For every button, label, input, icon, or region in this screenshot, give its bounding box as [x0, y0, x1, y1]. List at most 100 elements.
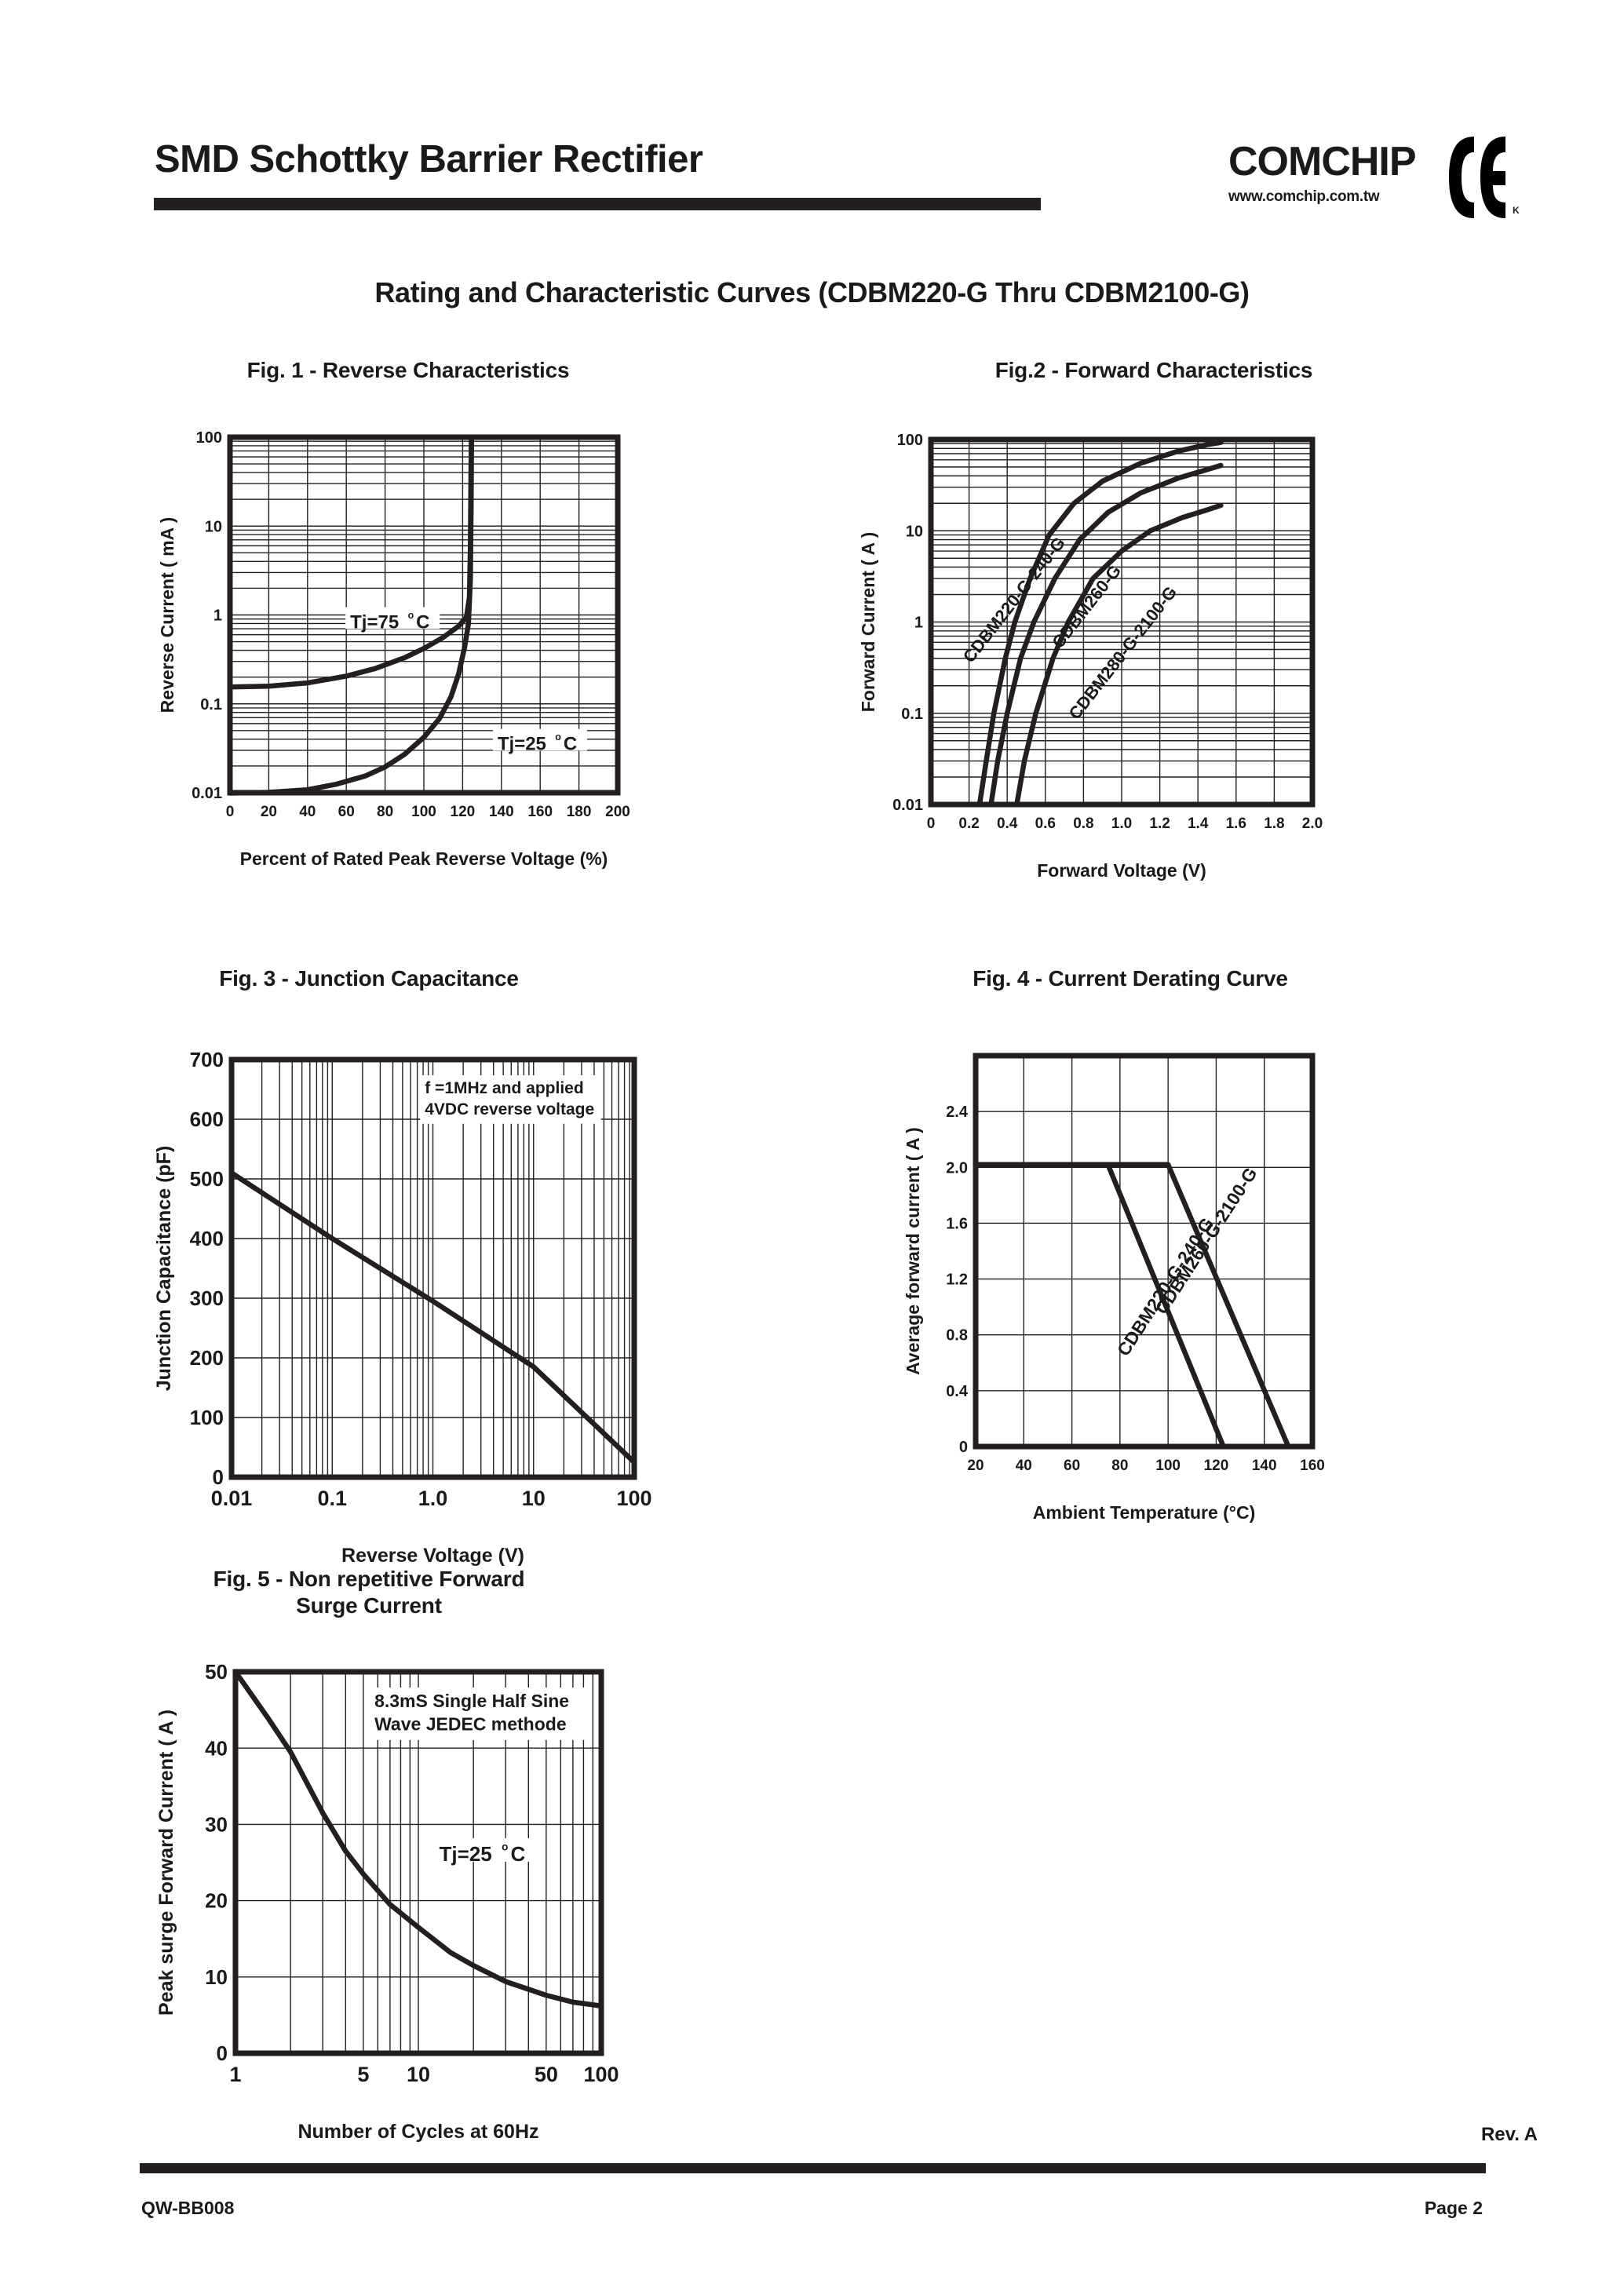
y-axis-label: Forward Current ( A ) [858, 532, 878, 713]
y-tick-label: 0 [217, 2041, 228, 2065]
x-tick-label: 140 [489, 804, 514, 820]
document-id: QW-BB008 [141, 2198, 235, 2218]
x-tick-label: 50 [535, 2063, 558, 2086]
chart-annotation: Tj=75 o C [345, 607, 440, 633]
y-tick-label: 100 [897, 432, 923, 449]
plot-frame [228, 1056, 637, 1480]
curve-label: CDBM220-G-240-G [959, 533, 1069, 666]
x-tick-label: 0 [927, 815, 936, 832]
x-tick-label: 40 [1016, 1458, 1032, 1474]
y-tick-label: 0.01 [192, 785, 222, 802]
chart-annotation: Tj=25 o C [434, 1837, 537, 1866]
x-tick-label: 10 [522, 1487, 546, 1510]
x-axis-label: Number of Cycles at 60Hz [297, 2121, 538, 2143]
x-axis-label: Forward Voltage (V) [1037, 860, 1206, 881]
y-axis-label: Reverse Current ( mA ) [157, 517, 177, 713]
y-axis-label: Junction Capacitance (pF) [153, 1146, 175, 1392]
page-title: SMD Schottky Barrier Rectifier [155, 138, 703, 181]
comchip-logo: COMCHIP www.comchip.com.tw K [1228, 137, 1542, 224]
x-tick-label: 1.4 [1188, 815, 1209, 832]
figure-fig1: Fig. 1 - Reverse Characteristics 0 20 40 60 8… [133, 357, 683, 954]
chart-fig1: 0 20 40 60 80 100 120 140 160 180 200 0.01 0.1 1 10 100… [157, 429, 630, 869]
y-axis-label: Average forward current ( A ) [903, 1127, 923, 1375]
x-tick-label: 100 [583, 2063, 619, 2086]
x-axis-label: Reverse Voltage (V) [341, 1545, 524, 1567]
x-tick-label: 160 [527, 804, 553, 820]
revision-label: Rev. A [1480, 2124, 1538, 2145]
svg-text:8.3mS Single Half Sine: 8.3mS Single Half Sine [374, 1691, 569, 1711]
x-tick-label: 0 [226, 804, 235, 820]
x-tick-label: 0.6 [1035, 815, 1056, 832]
y-tick-label: 0 [213, 1465, 224, 1489]
y-tick-label: 600 [190, 1107, 224, 1131]
footer-divider [140, 2163, 1486, 2173]
ce-mark-icon [1449, 137, 1505, 218]
x-tick-label: 80 [1111, 1458, 1128, 1474]
figure-fig5: Fig. 5 - Non repetitive Forward Surge Cu… [133, 1566, 730, 2225]
figure-title: Fig. 4 - Current Derating Curve [973, 966, 1288, 991]
y-tick-label: 50 [205, 1660, 228, 1684]
svg-text:o: o [408, 610, 414, 621]
chart-fig3: 0.01 0.1 1.0 10 100 0 100 200 300 400 500 600 700 Rev… [153, 1048, 652, 1567]
svg-text:Tj=75: Tj=75 [350, 611, 399, 633]
x-tick-label: 1.6 [1226, 815, 1246, 832]
x-tick-label: 1.0 [1111, 815, 1132, 832]
x-tick-label: 0.01 [211, 1487, 253, 1510]
x-tick-label: 100 [616, 1487, 651, 1510]
series-line [976, 440, 1224, 808]
x-tick-label: 1.2 [1149, 815, 1170, 832]
y-tick-label: 2.4 [946, 1104, 969, 1121]
y-tick-label: 1 [914, 615, 923, 632]
y-tick-label: 30 [205, 1813, 228, 1837]
figure-title: Fig. 3 - Junction Capacitance [219, 966, 519, 991]
chart-note: f =1MHz and applied 4VDC reverse voltage [420, 1075, 601, 1124]
svg-text:f =1MHz and applied: f =1MHz and applied [425, 1079, 583, 1097]
y-tick-label: 0.8 [946, 1327, 968, 1345]
y-tick-label: 1.2 [946, 1272, 968, 1289]
x-tick-label: 80 [377, 804, 393, 820]
svg-text:C: C [416, 611, 429, 633]
plot-frame [232, 1669, 604, 2056]
y-tick-label: 1 [213, 608, 222, 625]
chart-fig4: 20 40 60 80 100 120 140 160 0 0.4 0.8 1.2 1.6 2.0 2.4 A… [903, 1053, 1325, 1523]
figure-fig2: Fig.2 - Forward Characteristics 0 0.2 0.4 0.… [856, 357, 1452, 954]
y-tick-label: 10 [205, 518, 222, 535]
x-tick-label: 1.8 [1264, 815, 1284, 832]
x-tick-label: 100 [1155, 1458, 1181, 1474]
figure-title: Fig. 1 - Reverse Characteristics [246, 358, 570, 382]
y-tick-label: 0 [959, 1439, 968, 1456]
x-tick-label: 140 [1252, 1458, 1277, 1474]
company-url: www.comchip.com.tw [1228, 188, 1380, 205]
x-tick-label: 1 [229, 2063, 241, 2086]
x-tick-label: 60 [1064, 1458, 1080, 1474]
curve-label: CDBM220-G-240-G [1113, 1214, 1217, 1360]
x-tick-label: 10 [407, 2063, 430, 2086]
x-tick-label: 100 [411, 804, 436, 820]
x-tick-label: 0.2 [958, 815, 979, 832]
figure-fig4: Fig. 4 - Current Derating Curve 20 40 60 80 1… [856, 965, 1452, 1585]
plot-frame [928, 436, 1316, 808]
series-line [228, 1170, 637, 1465]
x-tick-label: 120 [451, 804, 476, 820]
plot-frame [227, 434, 621, 796]
chart-fig5: 1 5 10 50 100 0 10 20 30 40 50 Number of Cycles at … [155, 1660, 619, 2143]
y-tick-label: 10 [205, 1965, 228, 1989]
x-axis-label: Percent of Rated Peak Reverse Voltage (%… [240, 848, 608, 869]
page-number: Page 2 [1424, 2198, 1483, 2218]
figure-title: Fig.2 - Forward Characteristics [994, 358, 1313, 382]
x-tick-label: 160 [1300, 1458, 1325, 1474]
y-tick-label: 500 [190, 1167, 224, 1191]
y-tick-label: 2.0 [946, 1159, 968, 1177]
svg-text:Wave JEDEC methode: Wave JEDEC methode [374, 1713, 567, 1734]
y-tick-label: 0.1 [200, 696, 222, 713]
x-tick-label: 60 [338, 804, 355, 820]
ce-mark-sub: K [1513, 205, 1520, 216]
brand-name: COMCHIP [1228, 139, 1417, 184]
y-tick-label: 700 [190, 1048, 224, 1071]
series-line [227, 434, 475, 796]
y-tick-label: 100 [196, 429, 222, 447]
y-tick-label: 300 [190, 1286, 224, 1310]
x-tick-label: 120 [1204, 1458, 1229, 1474]
x-tick-label: 40 [299, 804, 316, 820]
